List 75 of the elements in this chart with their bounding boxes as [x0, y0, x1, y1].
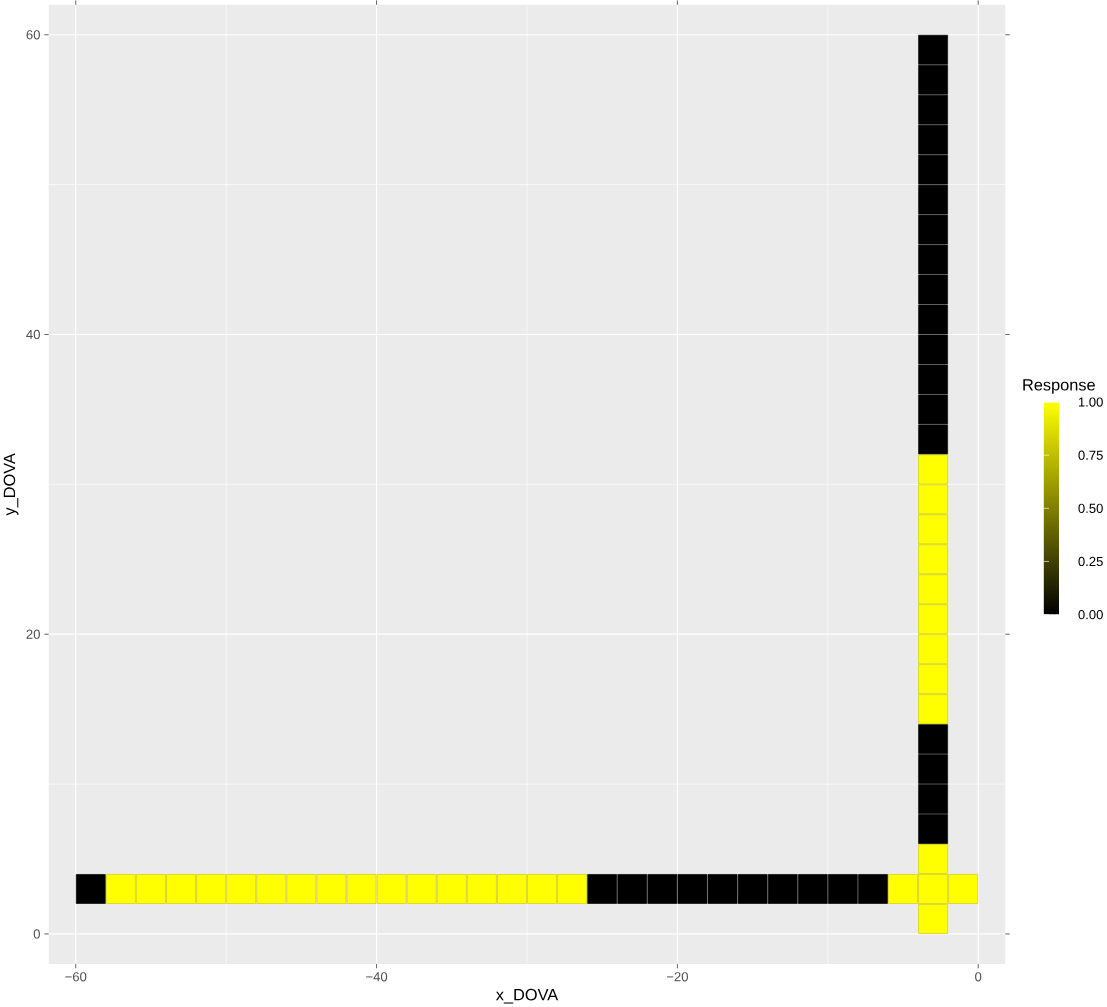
- point: [888, 874, 918, 904]
- color-bar-title: Response: [1023, 379, 1095, 394]
- point: [106, 874, 136, 904]
- x-tick-label: −60: [65, 972, 87, 982]
- point: [196, 874, 226, 904]
- point: [436, 874, 467, 904]
- point: [707, 874, 738, 904]
- y-tick-label: 20: [26, 629, 40, 639]
- color-bar-label: 0.00: [1078, 609, 1103, 620]
- point: [376, 874, 407, 904]
- point: [797, 874, 828, 904]
- y-tick-label: 40: [26, 329, 40, 340]
- color-bar-label: 1.00: [1078, 397, 1103, 407]
- x-axis-title: x_DOVA: [495, 988, 559, 1004]
- point: [918, 154, 948, 185]
- point: [918, 664, 948, 694]
- point: [918, 604, 948, 634]
- point: [918, 124, 948, 155]
- x-tick-label: −40: [366, 972, 388, 982]
- point: [918, 64, 948, 95]
- point: [918, 484, 948, 515]
- point: [286, 874, 317, 904]
- point: [497, 874, 527, 904]
- point: [406, 874, 437, 904]
- point: [918, 784, 948, 814]
- color-bar-label: 0.75: [1078, 450, 1103, 460]
- point: [948, 874, 979, 904]
- point: [918, 94, 948, 125]
- point: [918, 514, 948, 545]
- point: [918, 694, 948, 724]
- point: [918, 34, 948, 65]
- point: [587, 874, 618, 904]
- point: [256, 874, 287, 904]
- point: [557, 874, 587, 904]
- point: [918, 844, 948, 874]
- point: [918, 634, 948, 664]
- point: [918, 544, 948, 575]
- point: [858, 874, 888, 904]
- point: [737, 874, 768, 904]
- point: [918, 874, 948, 904]
- point: [918, 214, 948, 245]
- point: [527, 874, 557, 904]
- point: [918, 574, 948, 605]
- point: [918, 424, 948, 455]
- color-bar-label: 0.25: [1078, 556, 1103, 566]
- point: [918, 394, 948, 425]
- point: [918, 364, 948, 395]
- x-tick-label: −20: [666, 972, 688, 982]
- point: [467, 874, 497, 904]
- x-tick-label: 0: [975, 972, 982, 982]
- point: [918, 244, 948, 275]
- y-axis-title: y_DOVA: [3, 453, 19, 516]
- point: [677, 874, 708, 904]
- y-tick-label: 60: [26, 30, 40, 40]
- point: [617, 874, 648, 904]
- point: [918, 754, 948, 784]
- point: [647, 874, 678, 904]
- point: [316, 874, 347, 904]
- point: [346, 874, 377, 904]
- point: [166, 874, 196, 904]
- point: [918, 184, 948, 215]
- point: [918, 724, 948, 754]
- point: [828, 874, 858, 904]
- point: [767, 874, 798, 904]
- point: [918, 904, 948, 934]
- point: [918, 334, 948, 365]
- point: [918, 304, 948, 335]
- y-tick-label: 0: [33, 929, 40, 939]
- point: [918, 274, 948, 305]
- point: [136, 874, 166, 904]
- point: [75, 874, 106, 904]
- point: [226, 874, 257, 904]
- color-bar-label: 0.50: [1078, 503, 1103, 513]
- point: [918, 454, 948, 485]
- point: [918, 814, 948, 844]
